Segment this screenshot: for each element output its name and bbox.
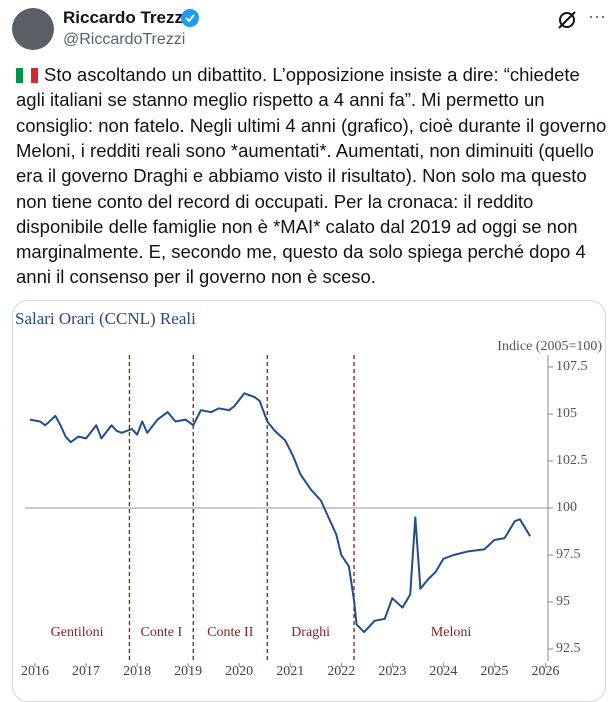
tweet-text-line: Meloni, i redditi reali sono *aumentati*… (16, 139, 594, 161)
tweet-text-line: Sto ascoltando un dibattito. L’opposizio… (44, 64, 580, 85)
y-tick-label: 102.5 (556, 453, 588, 468)
avatar[interactable] (12, 8, 54, 50)
x-tick-label: 2024 (429, 664, 457, 679)
tweet-text-line: anni il consenso per il governo non è sc… (16, 266, 376, 288)
chart-title: Salari Orari (CCNL) Reali (15, 309, 196, 328)
tweet-text-line: agli italiani se stanno meglio rispetto … (16, 89, 545, 111)
x-tick-label: 2019 (174, 664, 202, 679)
x-tick-label: 2022 (327, 664, 355, 679)
tweet-text-line: consiglio: non fatelo. Negli ultimi 4 an… (16, 114, 607, 136)
x-tick-label: 2026 (531, 664, 559, 679)
x-tick-label: 2023 (378, 664, 406, 679)
author-handle[interactable]: @RiccardoTrezzi (63, 31, 186, 48)
author-name[interactable]: Riccardo Trezzi (63, 8, 188, 27)
tweet-text-line: non tiene conto del record di occupati. … (16, 190, 534, 212)
y-tick-label: 100 (556, 500, 577, 515)
data-line (29, 392, 531, 634)
y-tick-label: 105 (556, 406, 577, 421)
period-label: Conte II (207, 625, 254, 640)
page: Riccardo Trezzi @RiccardoTrezzi ··· Sto … (12, 6, 607, 702)
y-tick-label: 92.5 (556, 641, 581, 656)
x-tick-label: 2018 (123, 664, 151, 679)
x-tick-label: 2020 (225, 664, 253, 679)
x-tick-label: 2021 (276, 664, 304, 679)
tweet-text-line: marginalmente. E, secondo me, questo da … (16, 241, 586, 263)
y-tick-label: 95 (556, 594, 570, 609)
period-label: Gentiloni (51, 625, 104, 640)
tweet-text-line: disponibile delle famiglie non è *MAI* c… (16, 215, 578, 237)
period-label: Draghi (291, 625, 330, 640)
italy-flag (16, 68, 38, 83)
tweet-text-line: era il governo Draghi e abbiamo visto il… (16, 165, 587, 187)
y-tick-label: 107.5 (556, 359, 588, 374)
x-tick-label: 2016 (21, 664, 49, 679)
grok-icon[interactable] (555, 8, 579, 32)
more-menu[interactable]: ··· (588, 6, 606, 26)
period-label: Meloni (431, 625, 472, 640)
period-label: Conte I (141, 625, 183, 640)
y-axis-label: Indice (2005=100) (497, 339, 602, 354)
x-tick-label: 2025 (480, 664, 508, 679)
y-tick-label: 97.5 (556, 547, 581, 562)
x-tick-label: 2017 (72, 664, 100, 679)
verified-badge (181, 9, 199, 27)
chart: Salari Orari (CCNL) Reali Indice (2005=1… (15, 309, 602, 679)
